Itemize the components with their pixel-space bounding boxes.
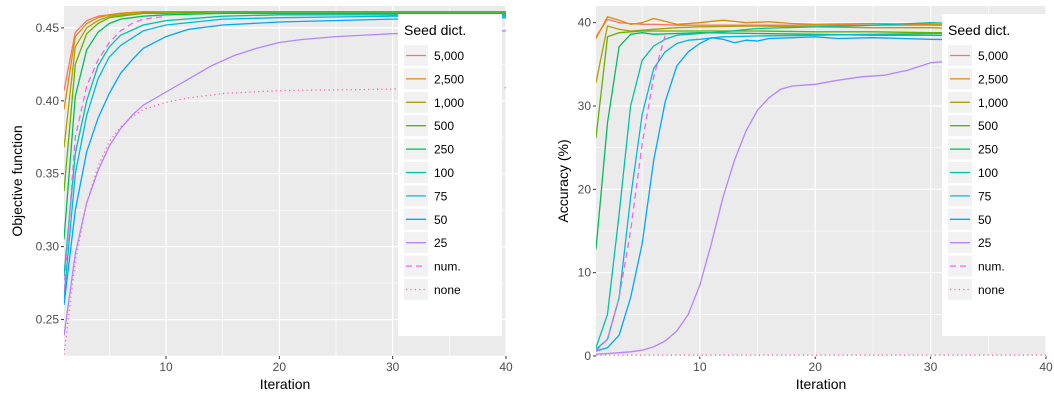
objective-panel: 10 20 30 40 0.25 0.30 0.35 0.40 0.45 Iteration Obj… bbox=[9, 6, 513, 392]
series-line-num bbox=[596, 35, 666, 352]
legend-label: 500 bbox=[978, 119, 998, 133]
x-axis-label: Iteration bbox=[260, 376, 311, 392]
legend: Seed dict. 5,000 2,500 1,000 500 250 100 75 50 25… bbox=[398, 14, 502, 336]
legend-label: 2,500 bbox=[434, 72, 464, 86]
series-line-100 bbox=[64, 14, 506, 276]
legend-label: 1,000 bbox=[978, 96, 1008, 110]
legend-label: none bbox=[978, 283, 1005, 297]
series-group bbox=[596, 16, 1046, 356]
y-tick-label: 40 bbox=[578, 16, 592, 30]
y-tick-label: 30 bbox=[578, 99, 592, 113]
series-line-500 bbox=[64, 11, 506, 192]
y-axis-label: Objective function bbox=[9, 125, 25, 236]
series-line-100 bbox=[596, 22, 1046, 348]
y-tick-label: 10 bbox=[578, 266, 592, 280]
y-tick-label: 0.25 bbox=[36, 313, 60, 327]
legend-label: 5,000 bbox=[434, 49, 464, 63]
legend-label: num. bbox=[434, 260, 461, 274]
series-line-25 bbox=[596, 58, 1046, 355]
y-tick-label: 0.45 bbox=[36, 21, 60, 35]
legend-label: 25 bbox=[978, 236, 992, 250]
series-line-250 bbox=[596, 32, 1046, 250]
x-tick-label: 30 bbox=[924, 360, 938, 374]
legend-label: 250 bbox=[434, 143, 454, 157]
series-line-num bbox=[64, 15, 167, 291]
legend-label: 100 bbox=[978, 166, 998, 180]
x-tick-label: 10 bbox=[693, 360, 707, 374]
y-axis-label: Accuracy (%) bbox=[555, 139, 571, 222]
series-line-500 bbox=[596, 30, 1046, 138]
x-tick-label: 20 bbox=[809, 360, 823, 374]
legend: Seed dict. 5,000 2,500 1,000 500 250 100 75 50 25… bbox=[942, 14, 1046, 336]
x-tick-label: 30 bbox=[386, 360, 400, 374]
y-tick-label: 0 bbox=[584, 349, 591, 363]
y-tick-label: 0.30 bbox=[36, 240, 60, 254]
series-line-75 bbox=[64, 15, 506, 298]
legend-label: 1,000 bbox=[434, 96, 464, 110]
legend-label: 25 bbox=[434, 236, 448, 250]
series-group bbox=[64, 11, 506, 355]
legend-title: Seed dict. bbox=[948, 22, 1010, 38]
series-line-50 bbox=[596, 36, 1046, 352]
x-tick-label: 10 bbox=[159, 360, 173, 374]
x-tick-label: 40 bbox=[1039, 360, 1053, 374]
series-line-25 bbox=[64, 30, 506, 336]
legend-title: Seed dict. bbox=[404, 22, 466, 38]
series-line-5000 bbox=[596, 18, 1046, 38]
y-tick-label: 0.40 bbox=[36, 94, 60, 108]
legend-label: 75 bbox=[434, 189, 448, 203]
legend-label: 2,500 bbox=[978, 72, 1008, 86]
accuracy-panel: 10 20 30 40 0 10 20 30 40 Iteration Accuracy (%) Se… bbox=[555, 6, 1053, 392]
legend-label: num. bbox=[978, 260, 1005, 274]
legend-label: 100 bbox=[434, 166, 454, 180]
series-line-1000 bbox=[596, 25, 1046, 83]
x-axis-label: Iteration bbox=[796, 376, 847, 392]
legend-label: 5,000 bbox=[978, 49, 1008, 63]
series-line-250 bbox=[64, 12, 506, 240]
legend-label: none bbox=[434, 283, 461, 297]
series-line-75 bbox=[596, 32, 1046, 350]
x-tick-label: 20 bbox=[273, 360, 287, 374]
legend-label: 50 bbox=[978, 213, 992, 227]
y-tick-label: 0.35 bbox=[36, 167, 60, 181]
legend-label: 250 bbox=[978, 143, 998, 157]
legend-label: 50 bbox=[434, 213, 448, 227]
legend-label: 500 bbox=[434, 119, 454, 133]
legend-label: 75 bbox=[978, 189, 992, 203]
x-tick-label: 40 bbox=[499, 360, 513, 374]
series-line-50 bbox=[64, 17, 506, 306]
y-tick-label: 20 bbox=[578, 182, 592, 196]
